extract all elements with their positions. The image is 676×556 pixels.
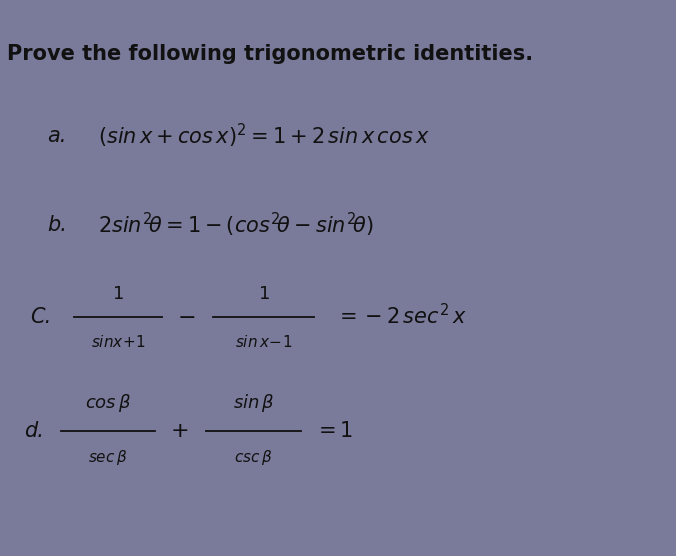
Text: a.: a. (47, 126, 67, 146)
Text: b.: b. (47, 215, 67, 235)
Text: $1$: $1$ (112, 285, 124, 303)
Text: $\mathit{cos}\,\beta$: $\mathit{cos}\,\beta$ (85, 392, 131, 414)
Text: $\mathit{csc}\,\beta$: $\mathit{csc}\,\beta$ (235, 448, 272, 466)
Text: $= 1$: $= 1$ (314, 421, 354, 441)
Text: $\mathit{sin}x\!+\!1$: $\mathit{sin}x\!+\!1$ (91, 334, 146, 350)
Text: $1$: $1$ (258, 285, 270, 303)
Text: $(\mathit{sin}\,x + \mathit{cos}\,x)^2 = 1 + 2\,\mathit{sin}\,x\,\mathit{cos}\,x: $(\mathit{sin}\,x + \mathit{cos}\,x)^2 =… (98, 122, 430, 150)
Text: Prove the following trigonometric identities.: Prove the following trigonometric identi… (7, 44, 533, 64)
Text: $= -2\,\mathit{sec}^2\,x$: $= -2\,\mathit{sec}^2\,x$ (335, 303, 466, 329)
Text: $2\mathit{sin}^2\!\theta = 1 - (\mathit{cos}^2\!\theta - \mathit{sin}^2\!\theta): $2\mathit{sin}^2\!\theta = 1 - (\mathit{… (98, 211, 374, 239)
Text: C.: C. (30, 307, 51, 327)
Text: $+$: $+$ (170, 421, 188, 441)
Text: $-$: $-$ (176, 306, 195, 326)
Text: $\mathit{sin}\,\beta$: $\mathit{sin}\,\beta$ (233, 392, 274, 414)
Text: $\mathit{sec}\,\beta$: $\mathit{sec}\,\beta$ (89, 448, 128, 466)
Text: $\mathit{sin}\,x\!-\!1$: $\mathit{sin}\,x\!-\!1$ (235, 334, 292, 350)
Text: d.: d. (24, 421, 43, 441)
